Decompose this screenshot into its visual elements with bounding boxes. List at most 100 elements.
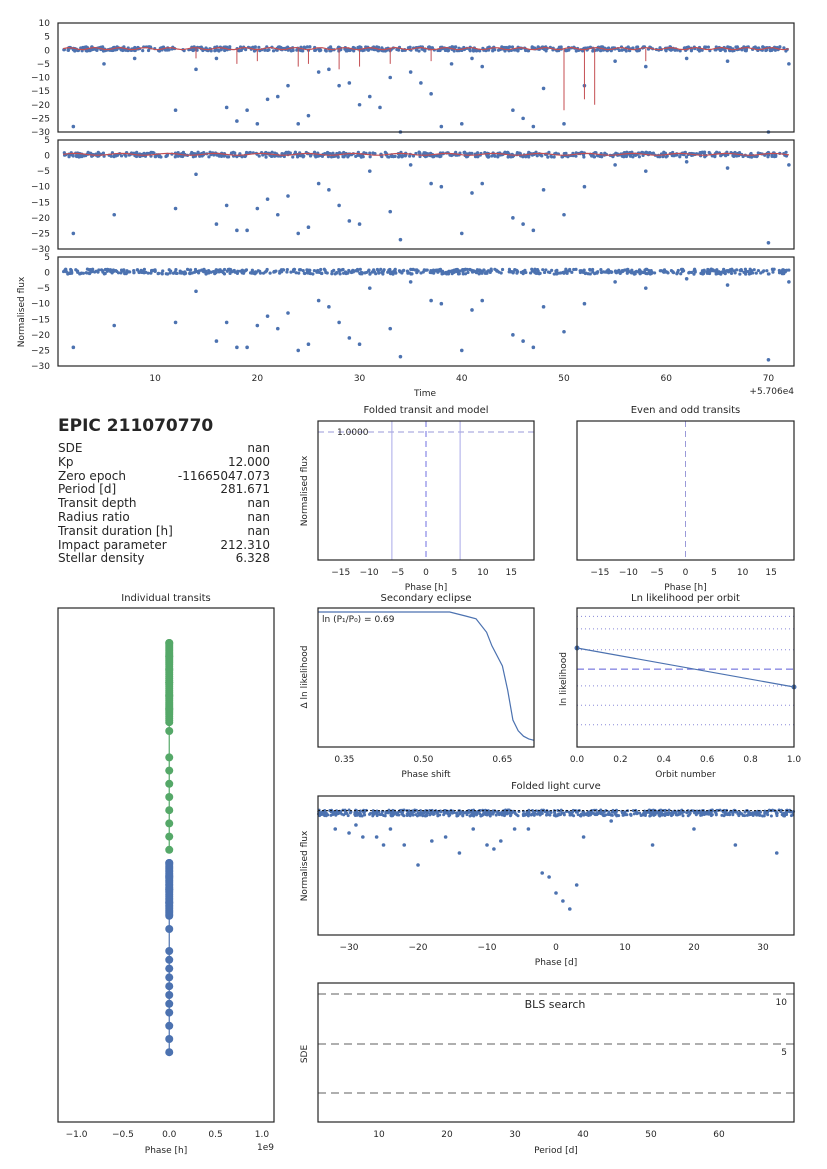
data-point [459, 122, 464, 126]
data-point [416, 863, 420, 867]
data-point [766, 240, 771, 245]
baseline-point [735, 268, 739, 272]
baseline-point [674, 153, 678, 157]
baseline-point [408, 813, 412, 817]
baseline-point [640, 813, 644, 817]
data-point [499, 839, 503, 843]
baseline-point [766, 272, 771, 276]
baseline-point [737, 151, 742, 155]
baseline-point [715, 150, 719, 154]
stat-label: Impact parameter [58, 537, 167, 552]
x-tick-label: 0 [423, 568, 429, 578]
baseline-point [347, 808, 351, 812]
data-point [470, 308, 474, 312]
baseline-point [530, 808, 534, 812]
y-tick-label: −30 [31, 128, 50, 138]
baseline-point [264, 155, 268, 159]
baseline-point [591, 267, 595, 272]
stat-value: nan [247, 523, 270, 538]
baseline-point [688, 811, 692, 815]
x-tick-label: 0 [683, 568, 689, 578]
baseline-point [326, 813, 330, 817]
baseline-point [667, 808, 671, 812]
x-axis-label: Phase [d] [535, 958, 577, 968]
baseline-point [99, 268, 104, 272]
baseline-point [726, 812, 730, 816]
baseline-point [728, 45, 733, 50]
x-axis-label: Time [413, 389, 436, 399]
baseline-point [743, 810, 747, 814]
baseline-point [409, 272, 413, 276]
baseline-point [229, 269, 233, 273]
baseline-point [401, 811, 405, 815]
baseline-point [465, 813, 469, 817]
baseline-point [289, 270, 293, 274]
baseline-point [720, 813, 724, 817]
baseline-point [582, 155, 586, 159]
data-point [402, 843, 407, 847]
data-point [214, 339, 219, 343]
baseline-point [204, 270, 208, 275]
baseline-point [643, 813, 647, 817]
x-tick-label: −10 [619, 568, 638, 578]
baseline-point [588, 272, 592, 276]
x-tick-label: 40 [577, 1130, 589, 1140]
data-point [224, 105, 229, 110]
baseline-point [537, 272, 541, 276]
baseline-point [681, 267, 685, 271]
data-point [265, 197, 270, 201]
baseline-point [702, 268, 706, 272]
data-point [581, 835, 586, 839]
baseline-point [722, 270, 726, 275]
baseline-point [463, 268, 467, 272]
baseline-point [600, 155, 604, 159]
baseline-point [425, 151, 429, 156]
stat-label: SDE [58, 441, 83, 455]
baseline-point [405, 269, 410, 273]
data-point [429, 298, 433, 303]
baseline-point [516, 814, 520, 818]
baseline-point [157, 154, 161, 158]
baseline-point [547, 150, 551, 154]
data-point [286, 311, 290, 315]
baseline-point [351, 270, 356, 274]
data-point [547, 875, 551, 879]
data-point [511, 108, 515, 112]
baseline-point [460, 810, 464, 814]
baseline-point [319, 267, 323, 272]
baseline-point [468, 49, 472, 53]
data-point [71, 124, 76, 129]
x-tick-label: 1.0 [787, 755, 802, 765]
baseline-point [568, 267, 572, 272]
data-point [554, 891, 558, 895]
baseline-point [529, 813, 533, 817]
baseline-point [94, 48, 98, 52]
baseline-point [515, 270, 520, 274]
baseline-point [331, 151, 335, 155]
data-point [347, 831, 351, 835]
stat-value: 212.310 [220, 537, 270, 552]
x-tick-label: 0.4 [657, 755, 672, 765]
stat-value: nan [247, 509, 270, 524]
baseline-point [368, 155, 372, 159]
baseline-point [301, 155, 305, 159]
data-point [296, 348, 301, 353]
baseline-point [173, 270, 177, 274]
baseline-point [176, 154, 180, 158]
chart-title: Folded light curve [511, 781, 601, 792]
data-point [419, 81, 423, 85]
baseline-point [709, 267, 713, 271]
y-tick-label: 0 [44, 152, 50, 162]
baseline-point [326, 151, 330, 155]
data-point [367, 94, 372, 99]
baseline-point [722, 808, 726, 812]
baseline-point [754, 271, 758, 275]
baseline-point [379, 267, 383, 271]
baseline-point [669, 814, 673, 818]
baseline-point [222, 154, 226, 158]
baseline-point [94, 269, 98, 273]
data-point [684, 56, 689, 61]
baseline-point [545, 810, 549, 814]
x-tick-label: 10 [373, 1130, 385, 1140]
stat-label: Period [d] [58, 482, 117, 497]
